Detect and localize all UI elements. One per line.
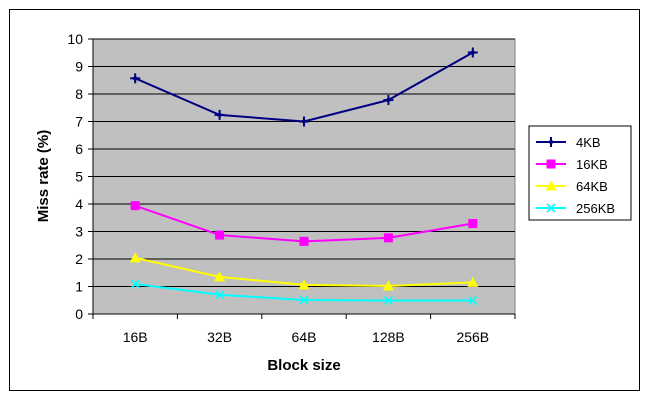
y-tick-label: 2	[75, 251, 83, 267]
y-tick-label: 1	[75, 279, 83, 295]
y-tick-label: 7	[75, 114, 83, 130]
y-tick-label: 3	[75, 224, 83, 240]
data-point	[382, 280, 394, 291]
data-point	[468, 295, 478, 306]
x-tick-label: 256B	[456, 329, 489, 345]
data-point	[130, 201, 140, 211]
y-axis-title: Miss rate (%)	[35, 130, 52, 223]
legend-marker	[545, 180, 557, 191]
data-point	[299, 116, 309, 127]
legend-label: 4KB	[576, 135, 601, 150]
y-tick-label: 0	[75, 306, 83, 322]
series-64KB	[129, 252, 479, 291]
y-tick-label: 10	[67, 31, 83, 47]
y-tick-label: 8	[75, 86, 83, 102]
data-point	[214, 271, 226, 282]
legend-item: 4KB	[536, 135, 601, 150]
y-tick-label: 9	[75, 59, 83, 75]
data-point	[215, 290, 225, 300]
data-point	[383, 295, 393, 306]
data-point	[299, 295, 309, 305]
legend-marker	[546, 137, 556, 147]
data-point	[129, 252, 141, 263]
series-256KB	[130, 279, 478, 306]
gridlines	[93, 38, 515, 287]
series-4KB	[130, 47, 478, 127]
y-tick-label: 6	[75, 141, 83, 157]
legend-label: 16KB	[576, 157, 608, 172]
data-point	[383, 233, 393, 243]
legend-marker	[546, 203, 556, 213]
legend-label: 256KB	[576, 201, 615, 216]
data-point	[130, 279, 140, 289]
series-layer	[129, 47, 479, 306]
y-tick-label: 5	[75, 169, 83, 185]
data-point	[468, 219, 478, 229]
y-axis-ticks: 0 1 2 3 4 5 6 7 8 9 10	[67, 31, 94, 322]
data-point	[214, 109, 225, 120]
x-axis-ticks: 16B 32B 64B 128B 256B	[92, 313, 516, 345]
legend-item: 16KB	[536, 157, 608, 172]
data-point	[299, 236, 309, 246]
x-tick-label: 32B	[207, 329, 232, 345]
legend-label: 64KB	[576, 179, 608, 194]
y-tick-label: 4	[75, 196, 83, 212]
legend-item: 256KB	[536, 201, 615, 216]
data-point	[467, 47, 478, 58]
data-point	[298, 279, 310, 290]
x-tick-label: 64B	[292, 329, 317, 345]
data-point	[215, 230, 225, 240]
data-point	[130, 73, 141, 84]
legend-item: 64KB	[536, 179, 608, 194]
x-tick-label: 128B	[372, 329, 405, 345]
legend-marker	[546, 159, 556, 169]
data-point	[383, 95, 394, 106]
x-axis-title: Block size	[267, 357, 340, 374]
data-point	[467, 276, 479, 287]
series-16KB	[130, 201, 478, 246]
legend: 4KB 16KB 64KB 256KB	[528, 125, 632, 221]
x-tick-label: 16B	[123, 329, 148, 345]
